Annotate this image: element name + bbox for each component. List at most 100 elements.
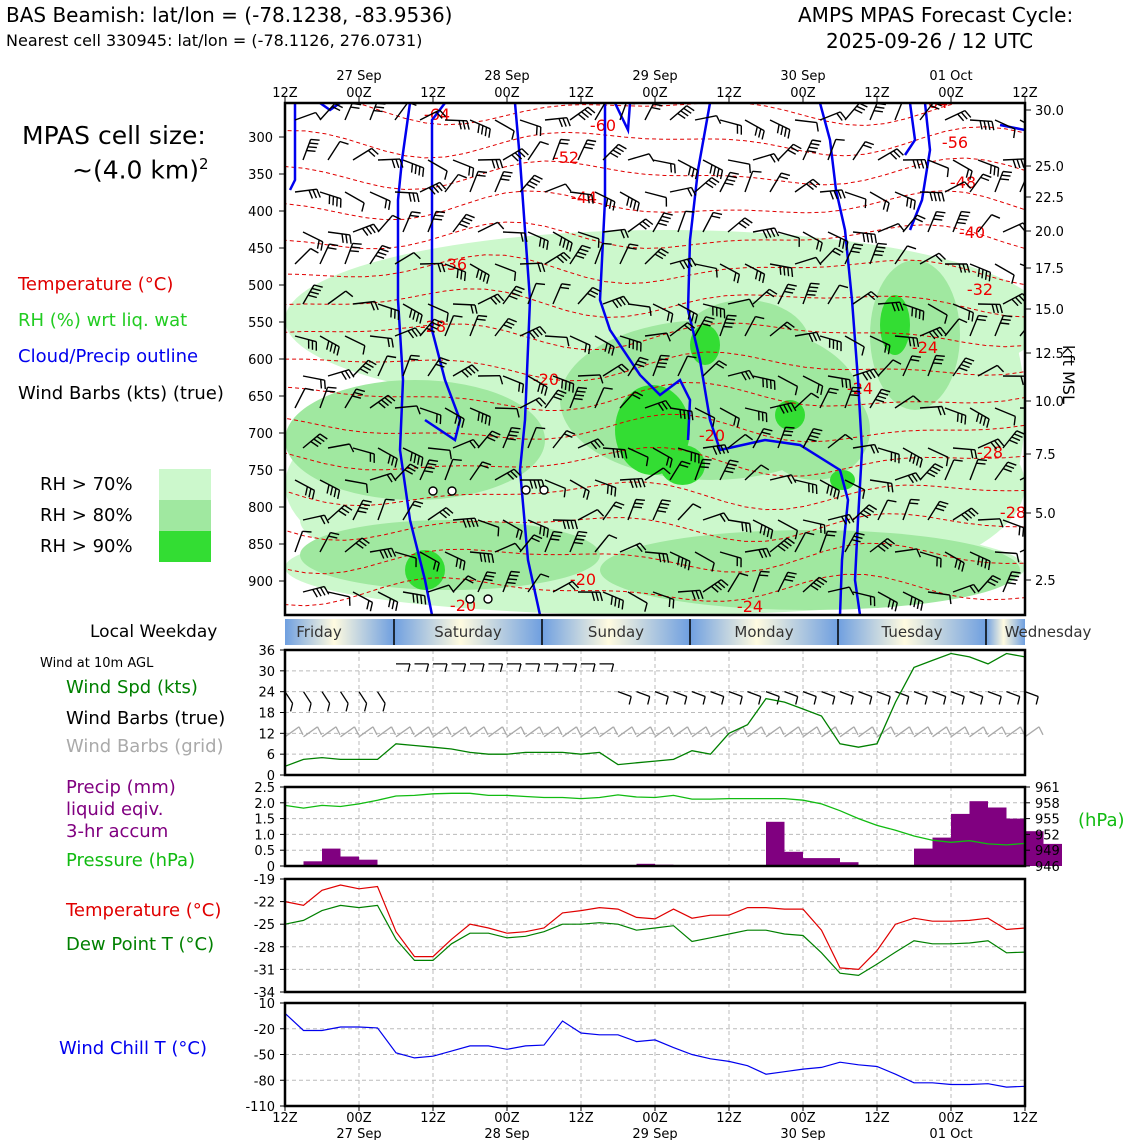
wind-barb-flag xyxy=(759,574,769,577)
cell-size-value: ~(4.0 km)2 xyxy=(72,155,209,184)
wind-barb-flag xyxy=(687,410,690,420)
wind-barb-flag xyxy=(934,463,944,469)
wind-barb-flag xyxy=(758,549,764,559)
wind-barb-flag xyxy=(377,251,387,256)
true-barb-staff xyxy=(747,691,761,698)
wind-barb-flag xyxy=(875,106,885,109)
wind-barb-flag xyxy=(540,384,545,394)
wind-barb-flag xyxy=(720,579,729,587)
wind-barb-flag xyxy=(770,228,776,238)
precip-bar xyxy=(340,856,359,866)
true-barb-flag xyxy=(832,696,836,705)
wind-speed-label: Wind Spd (kts) xyxy=(66,677,198,698)
wind-barb-flag xyxy=(839,111,847,120)
wind-barb-flag xyxy=(326,340,330,350)
wind-barb-staff xyxy=(694,407,715,419)
wind-barb-staff xyxy=(694,263,717,270)
wind-barb-flag xyxy=(865,507,875,513)
wind-barb-flag xyxy=(1037,131,1039,140)
wind-barb-flag xyxy=(1038,527,1040,536)
grid-barb-staff xyxy=(451,726,466,738)
wind-barb-flag xyxy=(754,126,758,136)
wind-barb-flag xyxy=(383,549,389,559)
wind-barb-flag xyxy=(394,458,398,468)
wind-barb-flag xyxy=(329,486,334,496)
wind-barb-flag xyxy=(723,325,733,328)
wind-barb-flag xyxy=(541,262,546,273)
grid-barb-flag xyxy=(705,726,711,736)
pressure-axis-ytick-label: 949 xyxy=(1035,844,1060,859)
wind-barb-flag xyxy=(1013,433,1023,439)
top-date-label: 01 Oct xyxy=(929,69,972,84)
wind-barb-flag xyxy=(967,310,971,321)
wind-barb-flag xyxy=(420,594,423,605)
true-barb-staff xyxy=(1006,691,1020,698)
grid-barb-staff xyxy=(784,726,799,738)
wind-barb-flag xyxy=(911,473,918,482)
top-hour-label: 12Z xyxy=(716,86,742,101)
wind-barb-flag xyxy=(577,386,587,390)
wind-barb-flag xyxy=(559,254,568,262)
wind-barb-flag xyxy=(535,125,538,135)
bottom-date-label: 27 Sep xyxy=(336,1127,381,1140)
wind-barb-flag xyxy=(806,183,814,191)
wind-barb-staff xyxy=(494,407,518,410)
wind-barb-flag xyxy=(920,159,925,169)
temperature-contour xyxy=(285,351,1025,382)
wind-barb-flag xyxy=(365,226,373,235)
wind-barb-flag xyxy=(665,400,672,409)
wind-barb-flag xyxy=(744,433,754,441)
bottom-hour-label: 12Z xyxy=(420,1111,446,1126)
true-barb-staff xyxy=(765,691,780,698)
wind-barb-staff xyxy=(1019,548,1025,553)
wind-barb-flag xyxy=(970,449,974,459)
wind-barb-flag xyxy=(656,365,666,368)
grid-barb-staff xyxy=(525,726,540,738)
wind-barb-flag xyxy=(889,152,898,160)
wind-barb-flag xyxy=(660,354,670,357)
wind-barb-flag xyxy=(924,159,929,169)
wind-barb-flag xyxy=(381,399,389,407)
precip-panel-ytick-label: 1.0 xyxy=(254,828,275,843)
wind-barb-flag xyxy=(533,534,543,540)
calm-wind-circle xyxy=(539,485,549,495)
wind-barb-flag xyxy=(653,103,663,107)
wind-barb-flag xyxy=(514,152,523,160)
wind-barb-flag xyxy=(337,489,341,500)
wind-barb-flag xyxy=(357,510,367,514)
pressure-axis-ytick-label: 958 xyxy=(1035,797,1060,812)
grid-barb-flag xyxy=(797,726,804,736)
wind-barb-staff xyxy=(994,407,1016,418)
grid-barb-staff xyxy=(969,726,984,738)
wind-barb-flag xyxy=(993,166,996,176)
true-barb-flag xyxy=(721,696,725,705)
wind-barb-flag xyxy=(669,458,673,468)
wind-barb-staff xyxy=(627,153,650,161)
wind-barb-flag xyxy=(538,397,547,405)
wind-barb-flag xyxy=(464,368,473,376)
wind-barb-staff xyxy=(844,335,865,348)
wind-barb-staff xyxy=(327,591,350,598)
wind-barb-flag xyxy=(375,254,385,259)
wind-barb-flag xyxy=(320,379,323,389)
wind-barb-flag xyxy=(395,601,399,612)
wind-barb-flag xyxy=(562,117,567,127)
temperature-contour xyxy=(285,190,1025,221)
wind-barb-flag xyxy=(862,144,872,149)
wind-barb-flag xyxy=(1011,274,1015,284)
wind-barb-flag xyxy=(614,597,617,607)
grid-barb-flag xyxy=(612,726,619,736)
wind-barb-flag xyxy=(350,106,360,109)
pressure-tick-label: 300 xyxy=(248,131,273,146)
wind-barb-flag xyxy=(485,574,495,578)
wind-barb-flag xyxy=(883,540,892,547)
wind-barb-flag xyxy=(649,306,652,316)
wind-barb-staff xyxy=(827,284,840,305)
wind-barb-flag xyxy=(452,458,462,461)
wind-barb-flag xyxy=(966,263,971,273)
wind-barb-flag xyxy=(682,259,689,269)
wind-barb-flag xyxy=(975,412,980,422)
temp-panel-ytick-label: -25 xyxy=(254,918,275,933)
wind-barb-staff xyxy=(577,508,598,521)
wind-barb-flag xyxy=(489,433,498,439)
